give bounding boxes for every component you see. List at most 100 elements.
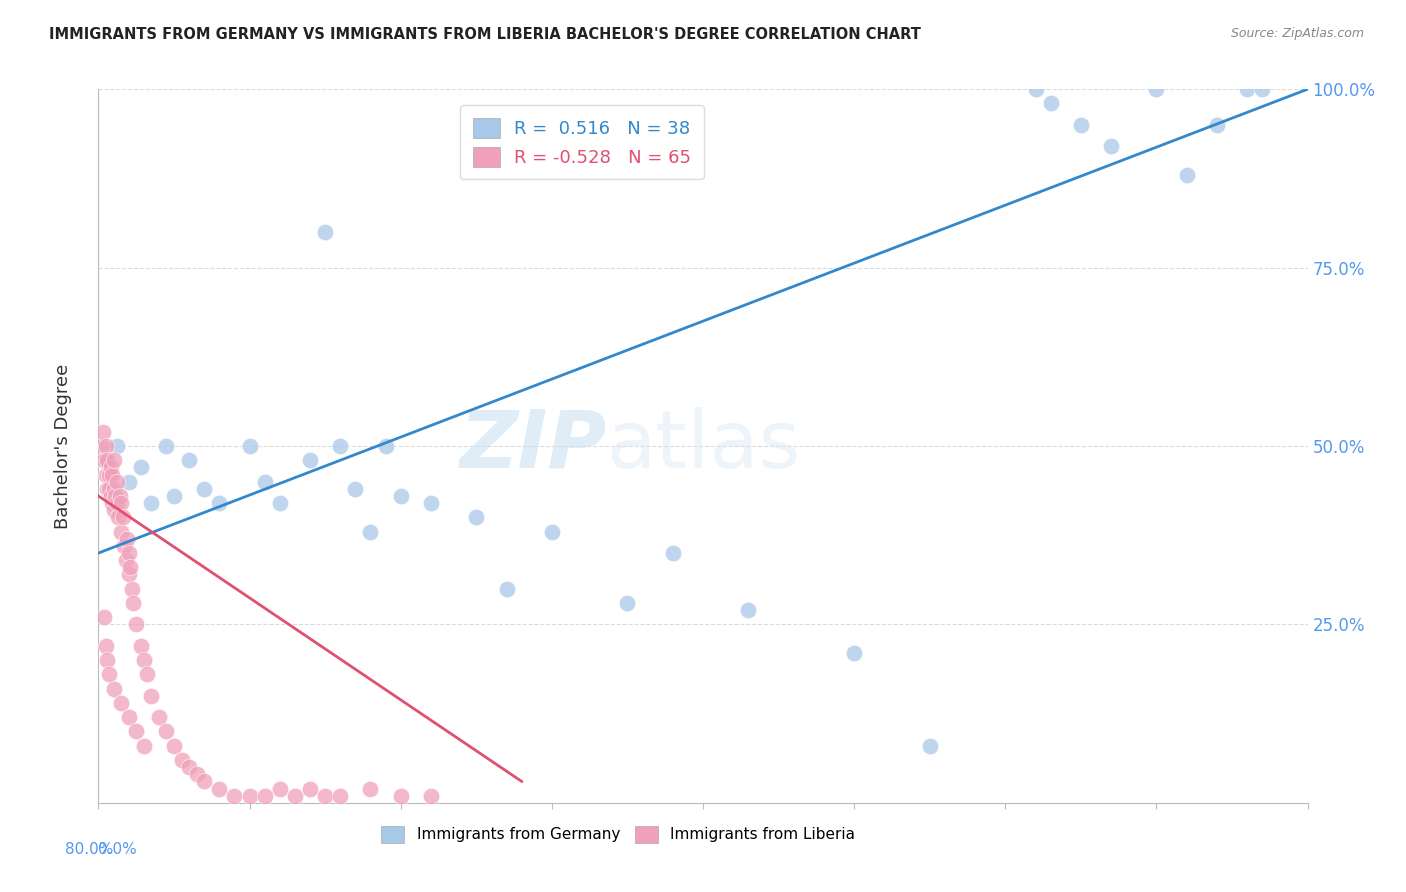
Point xyxy=(104,489,127,503)
Point xyxy=(616,596,638,610)
Point xyxy=(284,789,307,803)
Point xyxy=(299,781,322,796)
Point xyxy=(253,475,276,489)
Point xyxy=(1146,82,1168,96)
Point xyxy=(155,439,177,453)
Point xyxy=(193,482,215,496)
Point xyxy=(420,496,443,510)
Point xyxy=(253,789,276,803)
Point xyxy=(96,453,118,467)
Point xyxy=(374,439,396,453)
Point xyxy=(141,496,163,510)
Point xyxy=(314,789,336,803)
Point xyxy=(110,696,132,710)
Point xyxy=(239,789,262,803)
Point xyxy=(540,524,562,539)
Point xyxy=(100,489,122,503)
Point xyxy=(96,653,118,667)
Point xyxy=(148,710,170,724)
Point xyxy=(465,510,488,524)
Point xyxy=(141,689,163,703)
Text: 0.0%: 0.0% xyxy=(98,842,138,857)
Point xyxy=(103,453,125,467)
Point xyxy=(1099,139,1122,153)
Point xyxy=(110,524,132,539)
Point xyxy=(94,453,117,467)
Point xyxy=(94,639,117,653)
Point xyxy=(132,739,155,753)
Point xyxy=(299,453,322,467)
Point xyxy=(329,439,352,453)
Y-axis label: Bachelor's Degree: Bachelor's Degree xyxy=(53,363,72,529)
Point xyxy=(163,489,186,503)
Point xyxy=(96,482,118,496)
Point xyxy=(129,639,152,653)
Point xyxy=(105,496,128,510)
Point xyxy=(101,496,124,510)
Text: IMMIGRANTS FROM GERMANY VS IMMIGRANTS FROM LIBERIA BACHELOR'S DEGREE CORRELATION: IMMIGRANTS FROM GERMANY VS IMMIGRANTS FR… xyxy=(49,27,921,42)
Point xyxy=(186,767,208,781)
Point xyxy=(132,653,155,667)
Point xyxy=(108,489,131,503)
Point xyxy=(179,760,201,774)
Point xyxy=(360,524,382,539)
Point xyxy=(495,582,517,596)
Point xyxy=(170,753,193,767)
Point xyxy=(269,781,291,796)
Point xyxy=(389,789,412,803)
Point xyxy=(329,789,352,803)
Point xyxy=(844,646,866,660)
Point xyxy=(918,739,941,753)
Point xyxy=(118,710,141,724)
Point xyxy=(224,789,246,803)
Point xyxy=(118,567,141,582)
Text: Source: ZipAtlas.com: Source: ZipAtlas.com xyxy=(1230,27,1364,40)
Point xyxy=(360,781,382,796)
Point xyxy=(118,475,141,489)
Point xyxy=(129,460,152,475)
Point xyxy=(103,503,125,517)
Text: atlas: atlas xyxy=(606,407,800,485)
Point xyxy=(314,225,336,239)
Point xyxy=(193,774,215,789)
Point xyxy=(111,510,134,524)
Point xyxy=(125,724,148,739)
Point xyxy=(1024,82,1046,96)
Point xyxy=(118,546,141,560)
Point xyxy=(115,532,138,546)
Point xyxy=(98,467,121,482)
Point xyxy=(101,467,124,482)
Point xyxy=(179,453,201,467)
Point xyxy=(1175,168,1198,182)
Text: 80.0%: 80.0% xyxy=(65,842,114,857)
Point xyxy=(103,482,125,496)
Point xyxy=(121,582,143,596)
Point xyxy=(737,603,759,617)
Point xyxy=(110,496,132,510)
Point xyxy=(208,781,231,796)
Point xyxy=(105,475,128,489)
Point xyxy=(661,546,683,560)
Point xyxy=(91,425,114,439)
Point xyxy=(135,667,157,681)
Point xyxy=(114,553,136,567)
Point xyxy=(1236,82,1258,96)
Point xyxy=(120,560,142,574)
Point xyxy=(93,453,115,467)
Point xyxy=(163,739,186,753)
Legend: Immigrants from Germany, Immigrants from Liberia: Immigrants from Germany, Immigrants from… xyxy=(375,820,862,848)
Point xyxy=(1039,96,1062,111)
Point xyxy=(90,439,112,453)
Point xyxy=(389,489,412,503)
Point xyxy=(1206,118,1229,132)
Point xyxy=(112,539,135,553)
Point xyxy=(103,681,125,696)
Point xyxy=(98,667,121,681)
Point xyxy=(107,510,129,524)
Point xyxy=(98,482,121,496)
Point xyxy=(420,789,443,803)
Point xyxy=(344,482,367,496)
Text: ZIP: ZIP xyxy=(458,407,606,485)
Point xyxy=(100,460,122,475)
Point xyxy=(125,617,148,632)
